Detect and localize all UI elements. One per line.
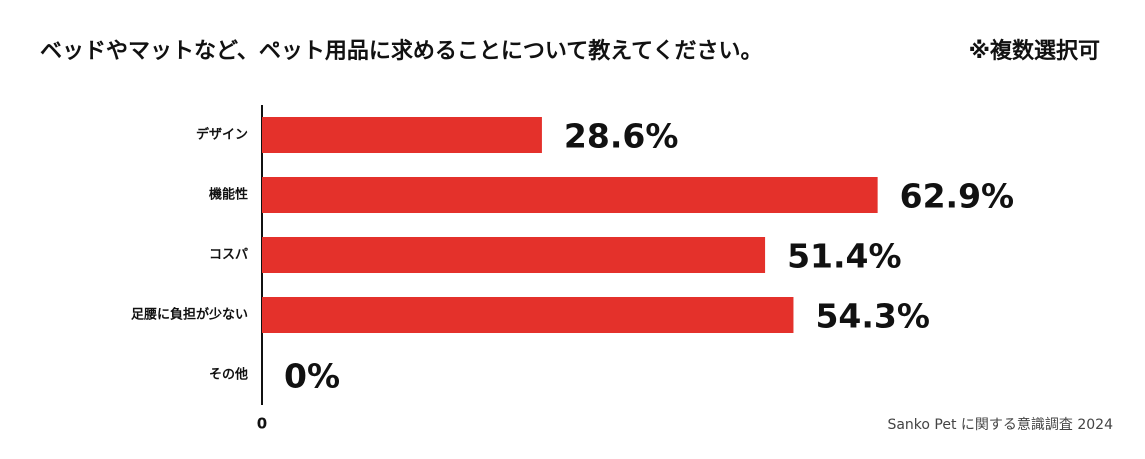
y-tick-label: デザイン [196, 127, 248, 143]
source-note: Sanko Pet に関する意識調査 2024 [887, 416, 1113, 433]
y-tick-label: 機能性 [209, 187, 248, 203]
value-label: 28.6% [564, 117, 679, 156]
bar [262, 237, 766, 273]
value-label: 51.4% [787, 237, 902, 276]
value-label: 54.3% [815, 297, 930, 336]
bar [262, 297, 794, 333]
bar [262, 117, 542, 153]
y-tick-label: コスパ [209, 248, 248, 263]
chart-subtitle: ※複数選択可 [969, 38, 1100, 64]
y-tick-label: その他 [209, 367, 248, 383]
value-label: 0% [284, 357, 340, 396]
x-tick-label: 0 [257, 415, 267, 433]
value-label: 62.9% [900, 177, 1015, 216]
chart-title: ベッドやマットなど、ペット用品に求めることについて教えてください。 [40, 38, 762, 64]
bar [262, 177, 878, 213]
y-tick-label: 足腰に負担が少ない [131, 307, 248, 323]
